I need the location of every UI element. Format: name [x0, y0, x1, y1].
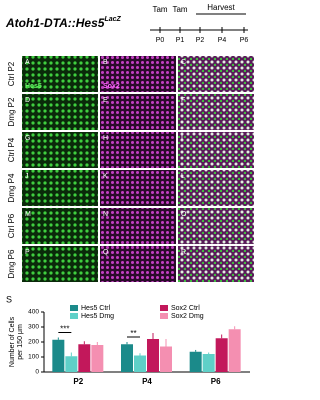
- panel-letter: C: [181, 59, 186, 66]
- x-tick-label: P4: [142, 377, 152, 386]
- timeline: [150, 13, 248, 31]
- image-panel: [178, 208, 254, 244]
- y-tick-label: 0: [35, 369, 39, 376]
- panel-letter: M: [25, 211, 31, 218]
- legend-label: Hes5 Dmg: [81, 313, 114, 320]
- panel-letter: A: [25, 59, 30, 66]
- x-tick-label: P6: [211, 377, 221, 386]
- figure: Atoh1-DTA::Hes5LacZ Tam Tam Harvest P0 P1…: [5, 3, 254, 386]
- image-panel: [178, 56, 254, 92]
- image-panel: [100, 246, 176, 282]
- timeline-day: P0: [156, 37, 165, 44]
- image-panels: Ctrl P2 A B C Dmg P2 D E F Ctrl P4 G H I Dmg P4 J K L Ct…: [7, 56, 254, 282]
- legend-label: Hes5 Ctrl: [81, 305, 111, 312]
- image-panel: [22, 246, 98, 282]
- legend-swatch: [70, 305, 78, 311]
- timeline-days: P0 P1 P2 P4 P6: [156, 27, 249, 44]
- row-label: Ctrl P4: [7, 137, 16, 162]
- panel-letter: E: [103, 97, 108, 104]
- bar-chart: S Number of Cells per 150 μm 0 100 200 300 400 P…: [6, 294, 250, 386]
- image-panel: [100, 94, 176, 130]
- bar: [134, 355, 146, 372]
- timeline-label: Harvest: [207, 3, 235, 12]
- row-label: Ctrl P6: [7, 213, 16, 238]
- image-panel: [22, 56, 98, 92]
- timeline-day: P2: [196, 37, 205, 44]
- panel-letter: S: [6, 294, 12, 304]
- image-panel: [100, 208, 176, 244]
- y-tick-label: 200: [28, 339, 39, 346]
- panel-letter: D: [25, 97, 30, 104]
- panel-letter: O: [181, 211, 187, 218]
- timeline-day: P6: [240, 37, 249, 44]
- bar: [160, 346, 172, 372]
- image-panel: [100, 56, 176, 92]
- bar: [91, 345, 104, 372]
- panel-letter: K: [103, 173, 108, 180]
- panel-letter: J: [25, 173, 29, 180]
- image-panel: [100, 170, 176, 206]
- row-label: Dmg P2: [7, 97, 16, 126]
- x-tick-label: P2: [73, 377, 83, 386]
- y-tick-label: 400: [28, 309, 39, 316]
- timeline-day: P4: [218, 37, 227, 44]
- image-panel: [178, 132, 254, 168]
- timeline-day: P1: [176, 37, 185, 44]
- panel-letter: Q: [103, 249, 109, 256]
- panel-letter: F: [181, 97, 185, 104]
- panel-letter: L: [181, 173, 185, 180]
- significance: ***: [60, 325, 69, 334]
- bar: [78, 344, 91, 372]
- panel-letter: G: [25, 135, 30, 142]
- image-panel: [22, 132, 98, 168]
- bar: [147, 339, 159, 372]
- bar: [228, 329, 241, 372]
- row-label: Dmg P6: [7, 249, 16, 278]
- legend-label: Sox2 Dmg: [171, 313, 204, 320]
- y-tick-label: 300: [28, 324, 39, 331]
- panel-letter: B: [103, 59, 108, 66]
- image-panel: [22, 170, 98, 206]
- figure-title: Atoh1-DTA::Hes5LacZ: [5, 16, 122, 30]
- y-axis-label: per 150 μm: [17, 324, 24, 360]
- legend-swatch: [160, 313, 168, 319]
- legend-swatch: [70, 313, 78, 319]
- stain-label: Hes5: [25, 83, 42, 90]
- image-panel: [178, 170, 254, 206]
- stain-label: Sox2: [103, 83, 120, 90]
- panel-letter: P: [25, 249, 30, 256]
- panel-letter: N: [103, 211, 108, 218]
- panel-letter: H: [103, 135, 108, 142]
- image-panel: [22, 94, 98, 130]
- row-label: Ctrl P2: [7, 61, 16, 86]
- bar: [121, 344, 133, 372]
- y-axis-label: Number of Cells: [9, 316, 16, 367]
- panel-letter: I: [181, 135, 183, 142]
- image-panel: [178, 94, 254, 130]
- timeline-label: Tam: [152, 5, 167, 14]
- row-label: Dmg P4: [7, 173, 16, 202]
- image-panel: [100, 132, 176, 168]
- legend-label: Sox2 Ctrl: [171, 305, 200, 312]
- bar: [65, 356, 78, 372]
- legend-swatch: [160, 305, 168, 311]
- bar: [52, 339, 65, 372]
- bar: [202, 354, 215, 372]
- image-panel: [178, 246, 254, 282]
- panel-letter: R: [181, 249, 186, 256]
- significance: **: [130, 329, 136, 338]
- y-tick-label: 100: [28, 354, 39, 361]
- timeline-label: Tam: [172, 5, 187, 14]
- bar: [215, 338, 228, 372]
- image-panel: [22, 208, 98, 244]
- bar: [189, 351, 202, 372]
